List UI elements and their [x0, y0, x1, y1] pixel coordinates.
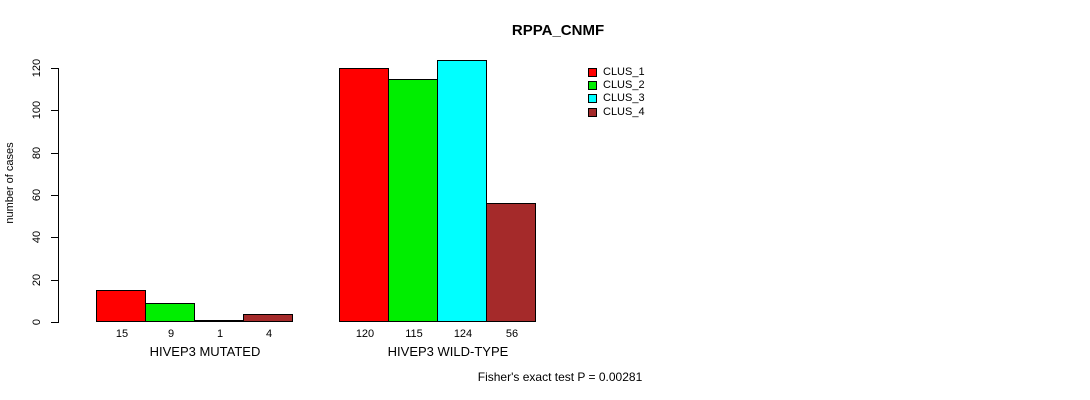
y-tick-mark — [51, 68, 58, 69]
y-tick-mark — [51, 110, 58, 111]
group-label-hivep3-wild-type: HIVEP3 WILD-TYPE — [387, 344, 509, 359]
bar-value-label: 15 — [115, 328, 129, 340]
y-tick-label: 0 — [31, 318, 43, 326]
legend-swatch-clus-2 — [588, 81, 597, 91]
bar-value-label: 4 — [265, 328, 273, 340]
bar-value-label: 56 — [505, 328, 519, 340]
y-tick-label: 60 — [31, 188, 43, 202]
y-tick-label: 120 — [31, 58, 43, 78]
legend-row-clus-3: CLUS_3 — [588, 92, 645, 105]
bar-value-label: 1 — [216, 328, 224, 340]
y-tick-label: 20 — [31, 273, 43, 287]
y-axis-line — [58, 68, 59, 323]
bar-clus-1-hivep3-wild-type — [339, 68, 389, 322]
bar-clus-4-hivep3-mutated — [243, 314, 293, 322]
y-tick-mark — [51, 237, 58, 238]
group-label-hivep3-mutated: HIVEP3 MUTATED — [149, 344, 261, 359]
y-tick-label: 80 — [31, 146, 43, 160]
bar-value-label: 120 — [355, 328, 375, 340]
legend-swatch-clus-3 — [588, 94, 597, 104]
y-tick-label: 100 — [31, 100, 43, 120]
legend-swatch-clus-1 — [588, 68, 597, 78]
bar-clus-2-hivep3-wild-type — [388, 79, 438, 322]
bar-clus-1-hivep3-mutated — [96, 290, 146, 322]
y-tick-mark — [51, 280, 58, 281]
legend-label: CLUS_3 — [603, 92, 645, 105]
bar-value-label: 9 — [167, 328, 175, 340]
y-tick-mark — [51, 195, 58, 196]
legend-label: CLUS_2 — [603, 79, 645, 92]
bar-clus-3-hivep3-mutated — [194, 320, 244, 322]
legend-label: CLUS_4 — [603, 105, 645, 118]
legend-swatch-clus-4 — [588, 107, 597, 117]
y-tick-mark — [51, 322, 58, 323]
bar-clus-3-hivep3-wild-type — [437, 60, 487, 322]
legend-row-clus-4: CLUS_4 — [588, 106, 645, 119]
bar-value-label: 115 — [405, 328, 423, 340]
legend-label: CLUS_1 — [603, 66, 645, 79]
bar-clus-2-hivep3-mutated — [145, 303, 195, 322]
y-axis-label: number of cases — [4, 142, 16, 224]
legend-row-clus-1: CLUS_1 — [588, 66, 645, 79]
annotation-text: Fisher's exact test P = 0.00281 — [477, 370, 643, 384]
legend: CLUS_1 CLUS_2 CLUS_3 CLUS_4 — [588, 66, 645, 119]
y-tick-mark — [51, 153, 58, 154]
y-tick-label: 40 — [31, 230, 43, 244]
bar-value-label: 124 — [453, 328, 473, 340]
legend-row-clus-2: CLUS_2 — [588, 79, 645, 92]
chart-title: RPPA_CNMF — [511, 22, 605, 39]
bar-clus-4-hivep3-wild-type — [486, 203, 536, 322]
